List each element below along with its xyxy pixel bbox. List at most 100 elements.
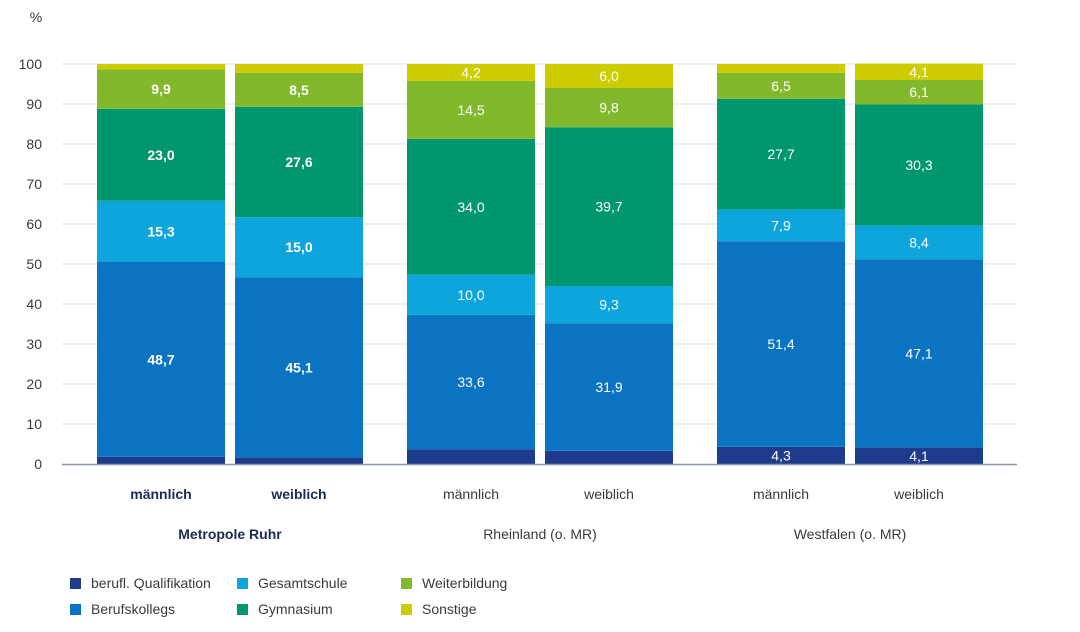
bar-segment	[545, 323, 673, 451]
legend-item: Gymnasium	[237, 601, 333, 617]
data-label: 48,7	[147, 351, 174, 367]
bar-segment	[717, 241, 845, 447]
data-label: 14,5	[457, 102, 484, 118]
data-label: 10,0	[457, 287, 484, 303]
data-label: 34,0	[457, 199, 484, 215]
y-tick-label: 90	[26, 96, 42, 112]
bar-segment	[855, 104, 983, 226]
bar-segment	[717, 64, 845, 73]
bar-segment	[717, 209, 845, 242]
bar-segment	[855, 225, 983, 260]
bar-segment	[545, 286, 673, 324]
bar-stack: 48,7 15,3 23,0 9,9	[97, 64, 225, 464]
y-tick-label: 10	[26, 416, 42, 432]
legend-swatch	[401, 577, 412, 589]
category-label: weiblich	[893, 486, 944, 502]
data-label: 30,3	[905, 157, 932, 173]
category-label: weiblich	[270, 486, 326, 502]
category-label: männlich	[443, 486, 499, 502]
legend-item: Weiterbildung	[401, 575, 507, 591]
group-label: Westfalen (o. MR)	[794, 526, 907, 542]
bar-segment	[717, 98, 845, 210]
data-label: 6,5	[771, 78, 791, 94]
data-label: 4,1	[909, 64, 929, 80]
data-label: 6,1	[909, 84, 929, 100]
bar-segment	[235, 457, 363, 464]
data-label: 23,0	[147, 147, 174, 163]
bar-segment	[97, 200, 225, 262]
bar-segment	[97, 64, 225, 70]
bar-segment	[97, 456, 225, 464]
y-tick-label: 70	[26, 176, 42, 192]
data-label: 8,4	[909, 234, 929, 250]
bar-segment	[855, 259, 983, 448]
legend-label: Gymnasium	[258, 601, 333, 617]
bar-segment	[235, 217, 363, 278]
bar-segment	[235, 277, 363, 458]
bar-segment	[235, 64, 363, 73]
y-tick-label: 80	[26, 136, 42, 152]
data-label: 4,3	[771, 447, 791, 463]
category-label: männlich	[130, 486, 191, 502]
bar-stack: 33,6 10,0 34,0 14,5 4,2	[407, 64, 535, 464]
bar-segment	[855, 63, 983, 80]
bar-segment	[855, 80, 983, 105]
legend-item: Sonstige	[401, 601, 476, 617]
bar-segment	[97, 262, 225, 457]
bar-segment	[717, 446, 845, 464]
data-label: 7,9	[771, 217, 791, 233]
data-label: 51,4	[767, 336, 794, 352]
data-label: 4,2	[461, 64, 481, 80]
bar-segment	[407, 80, 535, 139]
group-label: Metropole Ruhr	[178, 526, 282, 542]
data-label: 27,6	[285, 154, 312, 170]
group-label: Rheinland (o. MR)	[483, 526, 597, 542]
data-label: 6,0	[599, 68, 619, 84]
category-label: männlich	[753, 486, 809, 502]
category-label: weiblich	[583, 486, 634, 502]
data-label: 33,6	[457, 374, 484, 390]
bar-segment	[97, 69, 225, 109]
bar-segment	[545, 64, 673, 88]
bar-segment	[545, 127, 673, 286]
bar-segment	[97, 108, 225, 201]
data-label: 39,7	[595, 199, 622, 215]
legend-label: Berufskollegs	[91, 601, 176, 617]
y-tick-label: 20	[26, 376, 42, 392]
bar-segment	[855, 447, 983, 464]
data-label: 8,5	[289, 82, 309, 98]
y-axis-ticks: 0 10 20 30 40 50 60 70 80 90 100	[19, 56, 43, 472]
data-label: 9,3	[599, 297, 619, 313]
x-axis: männlich weiblich männlich weiblich männlich…	[62, 463, 1017, 542]
data-label: 45,1	[285, 359, 312, 375]
legend-item: berufl. Qualifikation	[70, 575, 211, 591]
data-label: 9,8	[599, 100, 619, 116]
bar-segment	[235, 106, 363, 218]
data-label: 47,1	[905, 345, 932, 361]
y-tick-label: 40	[26, 296, 42, 312]
bar-segment	[545, 450, 673, 464]
legend-swatch	[401, 603, 412, 615]
bar-segment	[407, 314, 535, 450]
legend-swatch	[70, 577, 81, 589]
y-axis-unit-label: %	[30, 9, 42, 25]
data-label: 27,7	[767, 146, 794, 162]
bar-segment	[407, 64, 535, 81]
bar-segment	[717, 72, 845, 99]
legend-swatch	[70, 603, 81, 615]
bar-segment	[407, 138, 535, 275]
bar-segment	[407, 449, 535, 464]
legend-label: Weiterbildung	[422, 575, 508, 591]
bar-stack: 45,1 15,0 27,6 8,5	[235, 64, 363, 464]
y-tick-label: 0	[34, 456, 42, 472]
legend-label: berufl. Qualifikation	[91, 575, 211, 591]
y-tick-label: 60	[26, 216, 42, 232]
data-label: 4,1	[909, 448, 929, 464]
bar-segment	[407, 274, 535, 315]
legend-swatch	[237, 603, 248, 615]
legend-label: Sonstige	[422, 601, 477, 617]
legend-swatch	[237, 577, 248, 589]
y-tick-label: 50	[26, 256, 42, 272]
legend-label: Gesamtschule	[258, 575, 348, 591]
